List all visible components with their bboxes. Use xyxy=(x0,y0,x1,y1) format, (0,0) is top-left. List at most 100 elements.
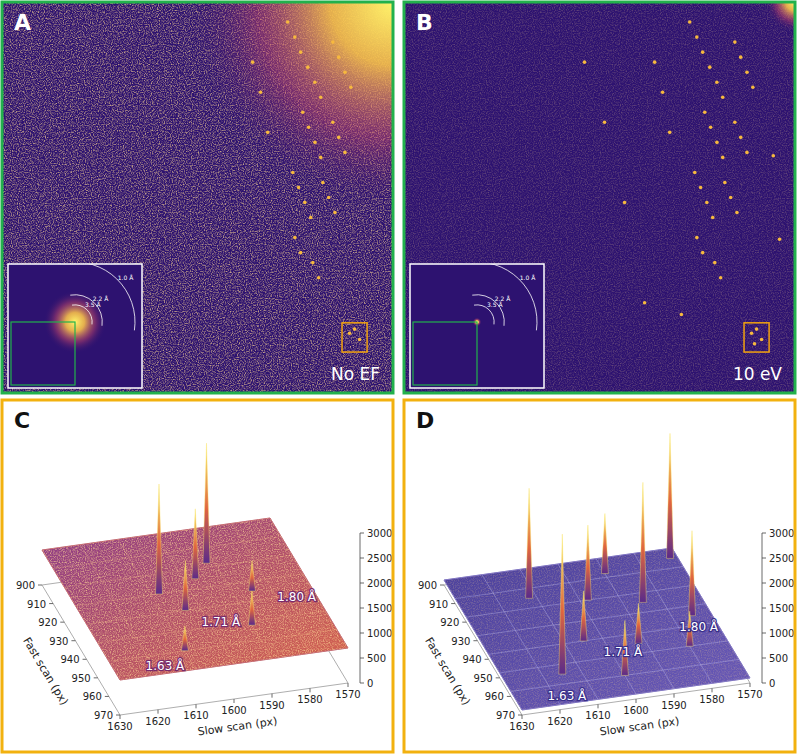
image-area: 1.0 Å2.2 Å3.5 Å xyxy=(404,2,795,393)
bragg-spot xyxy=(721,95,725,99)
bragg-spot xyxy=(680,313,684,317)
bragg-spot xyxy=(755,327,759,331)
bragg-spot xyxy=(695,35,699,39)
background-noise xyxy=(444,548,750,710)
tick xyxy=(762,608,766,609)
bragg-spot xyxy=(306,65,310,69)
roi-box xyxy=(342,323,367,352)
ring-label: 3.5 Å xyxy=(85,301,101,308)
bragg-spot xyxy=(623,201,627,205)
image-panel: 1.0 Å2.2 Å3.5 Å10 eVB xyxy=(404,0,797,393)
bragg-spot xyxy=(688,20,692,24)
bragg-spot xyxy=(711,216,715,220)
grid-line xyxy=(672,548,750,678)
tick xyxy=(83,659,87,660)
tick-label: 910 xyxy=(27,599,46,610)
peak xyxy=(667,433,674,558)
panel-background xyxy=(404,400,795,752)
tick xyxy=(234,699,235,703)
tick xyxy=(196,704,197,708)
tick-label: 2000 xyxy=(367,578,392,589)
tick xyxy=(560,710,561,714)
resolution-ring xyxy=(467,264,537,330)
tick-label: 1600 xyxy=(221,705,246,716)
peak xyxy=(689,531,696,616)
tick xyxy=(462,622,466,623)
resolution-ring xyxy=(65,264,135,330)
bragg-spot xyxy=(313,80,317,84)
tick-label: 2500 xyxy=(367,553,392,564)
bragg-spot xyxy=(693,171,697,175)
image-area: 1.0 Å2.2 Å3.5 Å xyxy=(2,2,393,393)
bragg-spot xyxy=(701,50,705,54)
tick xyxy=(116,715,120,716)
tick xyxy=(598,704,599,708)
bragg-spot xyxy=(343,151,347,155)
background-plane xyxy=(444,548,750,710)
tick-label: 1590 xyxy=(661,700,686,711)
bragg-spot xyxy=(778,237,782,241)
bragg-spot xyxy=(701,251,705,255)
inset: 1.0 Å2.2 Å3.5 Å xyxy=(8,262,142,388)
inset-quadrant xyxy=(413,322,477,385)
bragg-spot xyxy=(299,251,303,255)
tick xyxy=(750,683,751,687)
bragg-spot xyxy=(739,55,743,59)
surface-panel: 1.63 Å1.71 Å1.80 Å9009109209309409509609… xyxy=(2,400,393,752)
tick-label: 1590 xyxy=(259,700,284,711)
bragg-spot xyxy=(331,121,335,125)
tick xyxy=(71,640,75,641)
peak xyxy=(156,484,163,594)
bragg-spot xyxy=(311,261,315,265)
tick-label: 3000 xyxy=(367,528,392,539)
tick-label: 2500 xyxy=(769,553,794,564)
peak xyxy=(203,443,210,563)
bragg-spot xyxy=(266,131,270,135)
surface-panel: 1.63 Å1.71 Å1.80 Å9009109209309409509609… xyxy=(404,400,795,752)
tick-label: 1500 xyxy=(769,603,794,614)
ring-label: 3.5 Å xyxy=(487,301,503,308)
bragg-spot xyxy=(735,211,739,215)
bragg-spot xyxy=(695,236,699,240)
inset: 1.0 Å2.2 Å3.5 Å xyxy=(410,262,544,388)
tick-label: 0 xyxy=(769,678,775,689)
direct-beam-glow xyxy=(765,2,795,32)
axis-title: Fast scan (px) xyxy=(422,635,473,707)
grid-line xyxy=(98,611,326,643)
bragg-spot xyxy=(251,60,255,64)
detector-noise xyxy=(404,2,795,393)
tick xyxy=(485,659,489,660)
resolution-annotation: 1.80 Å xyxy=(679,619,719,634)
tick-label: 1580 xyxy=(297,694,322,705)
bragg-spot xyxy=(358,338,362,342)
tick-label: 1500 xyxy=(367,603,392,614)
grid-line xyxy=(80,545,158,675)
grid-line xyxy=(558,564,636,694)
panel-background xyxy=(2,400,393,752)
tick xyxy=(360,658,364,659)
panel-letter: A xyxy=(14,10,31,35)
bragg-spot xyxy=(349,85,353,89)
bragg-spot xyxy=(771,154,775,158)
tick-label: 1610 xyxy=(183,710,208,721)
tick-label: 970 xyxy=(496,710,515,721)
bragg-spot xyxy=(733,121,737,125)
bragg-spot xyxy=(603,121,607,125)
inset-area xyxy=(413,264,537,385)
bragg-spot xyxy=(721,156,725,160)
tick xyxy=(712,688,713,692)
tick xyxy=(762,583,766,584)
bragg-spot xyxy=(331,40,335,44)
peak xyxy=(249,561,256,591)
grid-line xyxy=(232,523,310,653)
tick-label: 900 xyxy=(418,580,437,591)
bragg-spot xyxy=(353,327,357,331)
tick-label: 920 xyxy=(38,617,57,628)
peak xyxy=(639,482,646,602)
tick xyxy=(451,603,455,604)
tick xyxy=(496,677,500,678)
grid-line xyxy=(596,559,674,689)
bragg-spot xyxy=(760,338,764,342)
inset-background xyxy=(8,264,142,388)
bragg-spot xyxy=(299,50,303,54)
